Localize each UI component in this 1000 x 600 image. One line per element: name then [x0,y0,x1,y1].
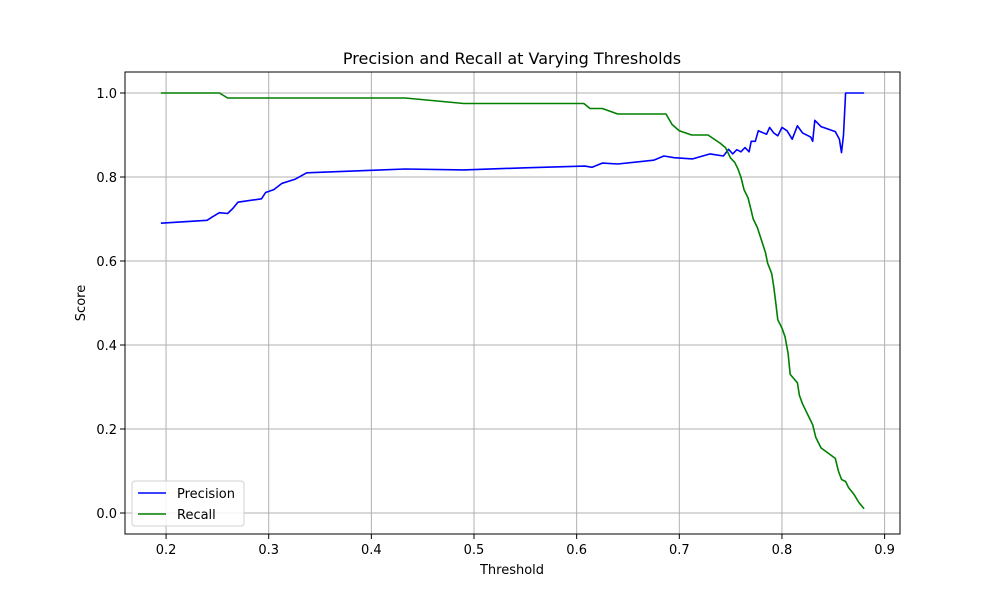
y-tick-label: 0.0 [96,507,117,522]
grid [125,72,900,534]
y-axis: 0.0 0.2 0.4 0.6 0.8 1.0 [96,87,125,522]
recall-line [160,92,865,510]
x-tick-label: 0.2 [156,543,177,558]
y-tick-label: 1.0 [96,87,117,102]
y-tick-label: 0.4 [96,339,117,354]
y-axis-label: Score [74,285,89,321]
x-tick-label: 0.7 [669,543,690,558]
legend-label-recall: Recall [177,508,216,523]
y-tick-label: 0.2 [96,423,117,438]
precision-line [160,92,865,224]
x-tick-label: 0.3 [258,543,279,558]
x-tick-label: 0.9 [874,543,895,558]
legend-label-precision: Precision [177,487,235,502]
x-axis: 0.2 0.3 0.4 0.5 0.6 0.7 0.8 0.9 [156,534,895,558]
chart-title: Precision and Recall at Varying Threshol… [343,49,681,68]
x-tick-label: 0.5 [464,543,485,558]
plot-frame [124,71,901,535]
x-tick-label: 0.4 [361,543,382,558]
x-tick-label: 0.8 [772,543,793,558]
x-tick-label: 0.6 [566,543,587,558]
x-axis-label: Threshold [479,563,544,578]
y-tick-label: 0.8 [96,171,117,186]
y-tick-label: 0.6 [96,255,117,270]
series-layer [160,92,865,510]
legend: Precision Recall [131,480,245,527]
